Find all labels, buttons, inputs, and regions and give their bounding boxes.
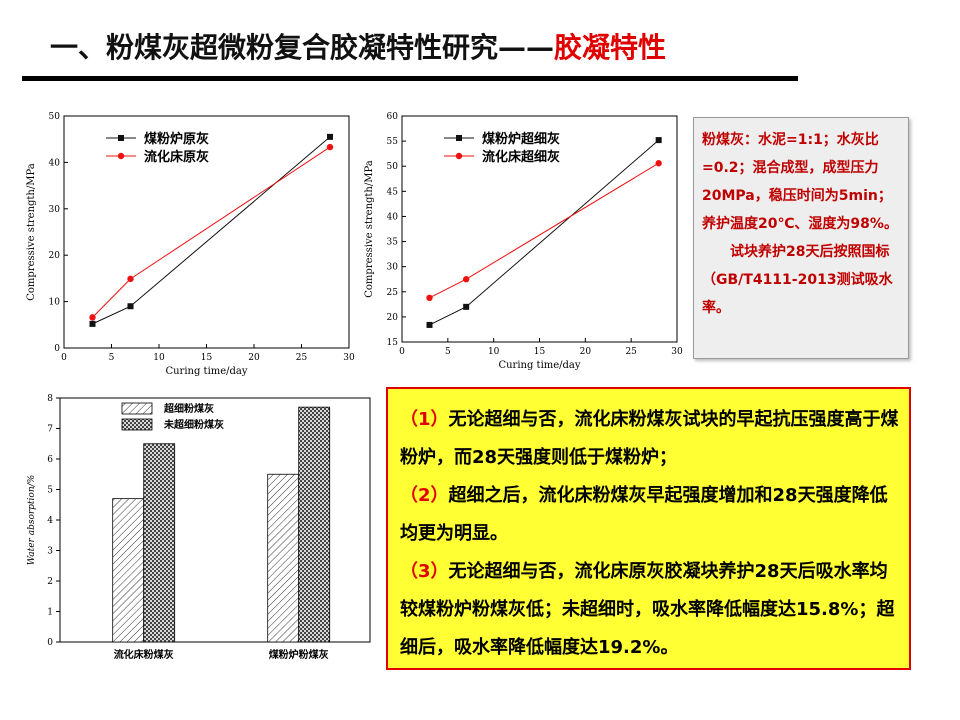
title-underline — [22, 76, 798, 81]
y-tick-label: 60 — [387, 112, 399, 122]
y-tick-label: 50 — [387, 162, 399, 172]
y-tick-label: 50 — [49, 112, 61, 122]
conclusion-number: （1） — [400, 409, 449, 430]
x-tick-label: 30 — [671, 347, 683, 357]
data-point — [127, 303, 134, 310]
chart-water-absorption-svg: 0 1 2 3 4 5 6 7 8 Water absorption/% 流化床粉煤灰 煤粉炉粉煤灰 超… — [27, 394, 371, 661]
y-tick-label: 30 — [49, 205, 61, 215]
y-axis-label: Compressive strength/MPa — [364, 160, 375, 297]
conclusion-number: （2） — [400, 485, 449, 506]
data-point — [89, 320, 96, 327]
chart-raw-ash-strength-svg: 0 5 10 15 20 25 30 0 10 20 30 40 50 Curing time/day Co… — [26, 112, 355, 377]
y-tick-label: 35 — [387, 238, 399, 248]
legend-label: 流化床超细灰 — [482, 149, 560, 165]
data-point — [89, 314, 96, 321]
y-tick-label: 55 — [387, 137, 399, 147]
bar — [267, 473, 300, 643]
conclusions-box: （1）无论超细与否，流化床粉煤灰试块的早起抗压强度高于煤粉炉，而28天强度则低于… — [386, 387, 911, 670]
x-tick-label: 20 — [248, 353, 260, 363]
x-category-label: 流化床粉煤灰 — [114, 648, 174, 661]
legend-label: 超细粉煤灰 — [163, 402, 214, 415]
bar — [298, 406, 331, 643]
x-tick-label: 0 — [61, 353, 67, 363]
y-axis-label: Water absorption/% — [27, 475, 37, 565]
x-tick-label: 5 — [109, 353, 115, 363]
slide-title: 一、粉煤灰超微粉复合胶凝特性研究——胶凝特性 — [50, 26, 666, 66]
y-tick-label: 10 — [49, 298, 61, 308]
x-tick-label: 5 — [445, 347, 451, 357]
x-tick-label: 0 — [399, 347, 405, 357]
data-point — [327, 133, 333, 140]
y-tick-label: 30 — [387, 263, 399, 273]
conclusion-item: （3）无论超细与否，流化床原灰胶凝块养护28天后吸水率均较煤粉炉粉煤灰低；未超细… — [400, 553, 899, 667]
x-axis-label: Curing time/day — [498, 360, 580, 371]
x-tick-label: 15 — [534, 347, 546, 357]
conclusion-item: （2）超细之后，流化床粉煤灰早起强度增加和28天强度降低均更为明显。 — [400, 477, 899, 553]
y-tick-label: 40 — [387, 212, 399, 222]
y-tick-label: 40 — [49, 158, 61, 168]
bar — [112, 498, 145, 643]
legend-marker — [456, 135, 462, 141]
legend-swatch — [121, 418, 153, 431]
chart-ultrafine-ash-strength-svg: 0 5 10 15 20 25 30 15 20 25 30 35 40 45 50 55 60 Curing t… — [364, 112, 683, 371]
x-tick-label: 20 — [580, 347, 592, 357]
conditions-text: 粉煤灰：水泥=1:1；水灰比=0.2；混合成型，成型压力20MPa，稳压时间为5… — [702, 132, 898, 232]
y-axis-label: Compressive strength/MPa — [26, 163, 37, 300]
y-tick-label: 3 — [47, 547, 53, 557]
slide-title-main: 一、粉煤灰超微粉复合胶凝特性研究—— — [50, 31, 555, 64]
conclusion-text: 无论超细与否，流化床粉煤灰试块的早起抗压强度高于煤粉炉，而28天强度则低于煤粉炉… — [400, 409, 899, 468]
conclusion-text: 无论超细与否，流化床原灰胶凝块养护28天后吸水率均较煤粉炉粉煤灰低；未超细时，吸… — [400, 561, 895, 658]
legend-label: 未超细粉煤灰 — [163, 418, 224, 431]
x-tick-label: 15 — [201, 353, 213, 363]
data-point — [655, 160, 662, 167]
data-point — [326, 143, 334, 151]
legend-swatch — [121, 402, 153, 415]
conclusion-text: 超细之后，流化床粉煤灰早起强度增加和28天强度降低均更为明显。 — [400, 485, 888, 544]
test-standard-text: 试块养护28天后按照国标（GB/T4111-2013测试吸水率。 — [702, 244, 893, 316]
data-point — [462, 276, 470, 283]
experiment-conditions-box: 粉煤灰：水泥=1:1；水灰比=0.2；混合成型，成型压力20MPa，稳压时间为5… — [693, 117, 909, 359]
y-tick-label: 25 — [387, 288, 399, 298]
legend-label: 流化床原灰 — [144, 149, 209, 165]
y-tick-label: 7 — [47, 425, 53, 435]
y-tick-label: 8 — [47, 394, 53, 404]
y-tick-label: 1 — [47, 608, 53, 618]
bar — [143, 443, 176, 643]
legend-label: 煤粉炉超细灰 — [482, 131, 560, 147]
legend-marker — [455, 152, 463, 160]
y-tick-label: 20 — [49, 251, 61, 261]
y-tick-label: 15 — [387, 338, 399, 348]
data-point — [463, 303, 470, 310]
data-point — [426, 321, 433, 328]
x-tick-label: 25 — [625, 347, 637, 357]
y-tick-label: 5 — [47, 486, 53, 496]
x-category-label: 煤粉炉粉煤灰 — [269, 648, 329, 661]
slide-title-accent: 胶凝特性 — [554, 31, 667, 64]
plot-frame — [63, 115, 350, 349]
legend-marker — [117, 152, 125, 160]
chart-ultrafine-ash-strength: 0 5 10 15 20 25 30 15 20 25 30 35 40 45 50 55 60 Curing t… — [360, 104, 690, 384]
x-tick-label: 30 — [343, 353, 355, 363]
data-point — [127, 275, 134, 283]
conclusion-number: （3） — [400, 561, 449, 582]
y-tick-label: 45 — [387, 187, 399, 197]
conclusion-item: （1）无论超细与否，流化床粉煤灰试块的早起抗压强度高于煤粉炉，而28天强度则低于… — [400, 401, 899, 477]
y-tick-label: 2 — [47, 577, 53, 587]
chart-water-absorption: 0 1 2 3 4 5 6 7 8 Water absorption/% 流化床粉煤灰 煤粉炉粉煤灰 超… — [18, 390, 380, 670]
x-tick-label: 25 — [296, 353, 308, 363]
plot-frame — [401, 115, 678, 343]
legend-label: 煤粉炉原灰 — [144, 131, 209, 147]
y-tick-label: 6 — [47, 455, 53, 465]
chart-raw-ash-strength: 0 5 10 15 20 25 30 0 10 20 30 40 50 Curing time/day Co… — [22, 104, 362, 384]
y-tick-label: 4 — [47, 516, 53, 526]
y-tick-label: 0 — [54, 344, 60, 354]
y-tick-label: 20 — [387, 313, 399, 323]
legend-marker — [118, 135, 124, 141]
data-point — [426, 294, 433, 302]
x-axis-label: Curing time/day — [165, 366, 247, 377]
x-tick-label: 10 — [488, 347, 500, 357]
data-point — [655, 137, 662, 144]
y-tick-label: 0 — [47, 638, 53, 648]
x-tick-label: 10 — [153, 353, 165, 363]
